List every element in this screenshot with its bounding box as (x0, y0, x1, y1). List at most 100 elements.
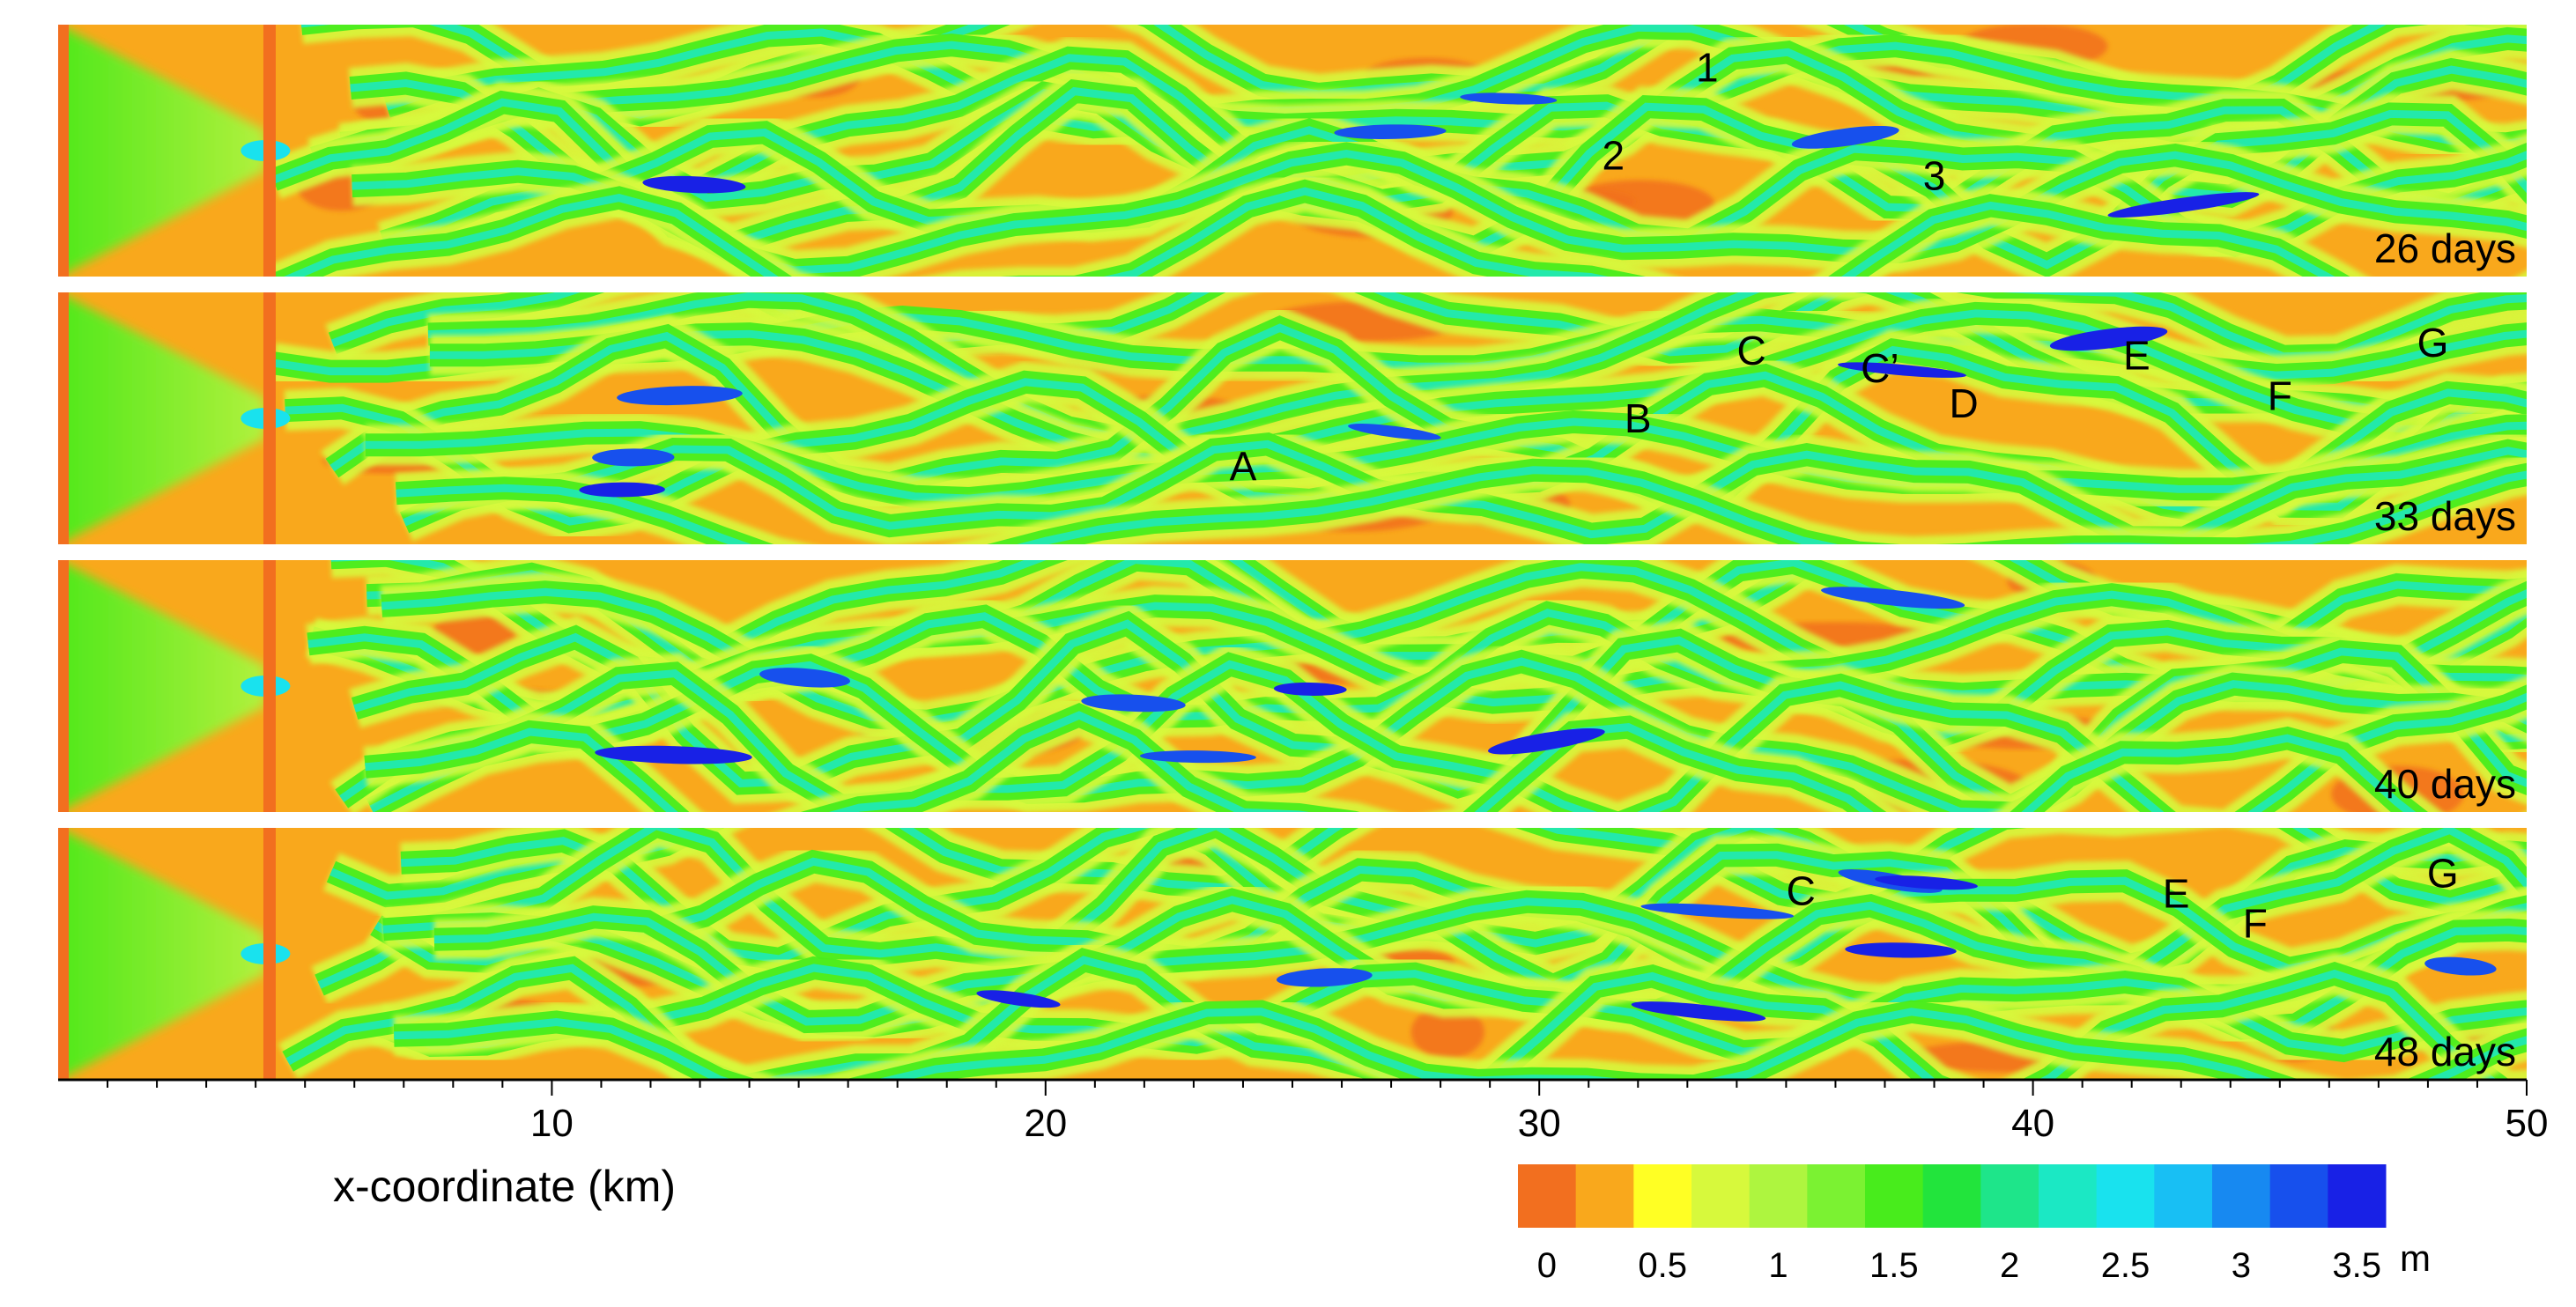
colorbar-cell (2328, 1164, 2387, 1228)
colorbar-cell (2154, 1164, 2213, 1228)
deep-pool (2049, 326, 2168, 351)
deep-pool (1845, 942, 1957, 958)
boundary-strip (58, 292, 69, 544)
colorbar-cell (2039, 1164, 2098, 1228)
deep-pool (1838, 362, 1966, 378)
panel-field (58, 292, 2527, 544)
deep-pool (1631, 1001, 1766, 1022)
structure-strip (263, 25, 276, 277)
feature-label: C (1737, 328, 1766, 373)
channel-thalweg (339, 660, 2527, 812)
feature-label: 2 (1602, 133, 1625, 179)
x-tick-label: 20 (1024, 1102, 1067, 1145)
deep-pool (2424, 956, 2497, 976)
panel-4: 48 days C E F G (58, 828, 2527, 1080)
deep-pool (976, 990, 1061, 1008)
feature-label: D (1950, 380, 1979, 426)
colorbar-cell (1807, 1164, 1866, 1228)
panels-layer: 26 days 1 2 3 33 days A B C C’ D E F G 40 days 48 days… (58, 25, 2527, 1080)
feature-label: C (1787, 868, 1816, 914)
deep-pool (1488, 728, 1605, 755)
boundary-strip (58, 828, 69, 1080)
feature-label: A (1230, 443, 1257, 489)
feature-label: G (2417, 320, 2449, 366)
deep-pool (2107, 192, 2260, 218)
colorbar-cell (1575, 1164, 1634, 1228)
deep-pool (1081, 694, 1186, 713)
deep-pool (1139, 750, 1256, 764)
inlet-fan (58, 25, 266, 277)
feature-label: E (2123, 333, 2150, 379)
colorbar-cell (2096, 1164, 2155, 1228)
channel-thalweg (284, 187, 2335, 277)
dry-bar-patch (1410, 1005, 1484, 1059)
colorbar-tick-label: 0.5 (1638, 1246, 1687, 1285)
colorbar-tick-label: 2 (2000, 1246, 2019, 1285)
deep-pool (1273, 682, 1347, 696)
colorbar-cell (1865, 1164, 1924, 1228)
x-tick-label: 10 (530, 1102, 574, 1145)
x-tick-label: 50 (2506, 1102, 2549, 1145)
colorbar-tick-label: 1 (1768, 1246, 1788, 1285)
deep-pool (642, 175, 746, 194)
channel-thalweg (394, 1008, 2527, 1080)
deep-pool (759, 668, 850, 688)
panel-time-label: 26 days (2374, 225, 2516, 271)
panel-time-label: 40 days (2374, 761, 2516, 807)
panel-time-label: 33 days (2374, 493, 2516, 539)
x-tick-label: 30 (1518, 1102, 1561, 1145)
channel-thalweg (340, 41, 2527, 148)
feature-label: F (2268, 373, 2292, 418)
feature-label: G (2427, 850, 2459, 896)
panel-field (58, 828, 2527, 1080)
feature-label: E (2163, 870, 2190, 916)
inlet-fan (58, 560, 266, 812)
colorbar-tick-label: 1.5 (1869, 1246, 1919, 1285)
deep-pool (1821, 587, 1965, 609)
boundary-strip (58, 560, 69, 812)
colorbar-tick-label: 2.5 (2101, 1246, 2150, 1285)
deep-pool (1460, 92, 1558, 105)
feature-label: B (1625, 395, 1652, 441)
deep-pool (1276, 968, 1373, 987)
colorbar-cell (1749, 1164, 1808, 1228)
colorbar-tick-label: 3 (2232, 1246, 2251, 1285)
deep-pool (579, 482, 665, 498)
colorbar-unit: m (2400, 1237, 2431, 1279)
deep-pool (592, 448, 675, 467)
deep-pool (617, 386, 743, 406)
colorbar-cells (1518, 1164, 2387, 1228)
inlet-fan (58, 828, 266, 1080)
feature-label: F (2243, 901, 2268, 947)
channel-thalweg (369, 657, 2527, 812)
channel-thalweg (427, 292, 2527, 442)
colorbar-cell (1518, 1164, 1577, 1228)
colorbar: 0 0.5 1 1.5 2 2.5 3 3.5 m (1518, 1164, 2431, 1285)
feature-label: C’ (1861, 345, 1899, 391)
x-axis-ticks: 10 20 30 40 50 (107, 1080, 2548, 1145)
panel-time-label: 48 days (2374, 1029, 2516, 1074)
x-tick-label: 40 (2011, 1102, 2054, 1145)
colorbar-cell (1922, 1164, 1981, 1228)
channel-thalweg (396, 466, 2527, 544)
deep-pool (1875, 875, 1978, 890)
deep-pool (1640, 903, 1795, 919)
colorbar-cell (2269, 1164, 2328, 1228)
deep-pool (1334, 124, 1447, 139)
channel-thalweg (365, 711, 2417, 812)
feature-label: 3 (1923, 153, 1946, 199)
colorbar-cell (1980, 1164, 2039, 1228)
panel-3: 40 days (58, 560, 2527, 812)
x-axis-label: x-coordinate (km) (333, 1162, 676, 1211)
panel-field (58, 25, 2527, 277)
x-axis: 10 20 30 40 50 x-coordinate (km) (58, 1078, 2548, 1211)
feature-label: 1 (1696, 45, 1719, 91)
structure-strip (263, 828, 276, 1080)
colorbar-tick-labels: 0 0.5 1 1.5 2 2.5 3 3.5 (1537, 1246, 2381, 1285)
inlet-fan (58, 292, 266, 544)
channel-thalweg (429, 309, 2527, 463)
structure-strip (263, 560, 276, 812)
channel-thalweg (330, 292, 2527, 361)
structure-strip (263, 292, 276, 544)
